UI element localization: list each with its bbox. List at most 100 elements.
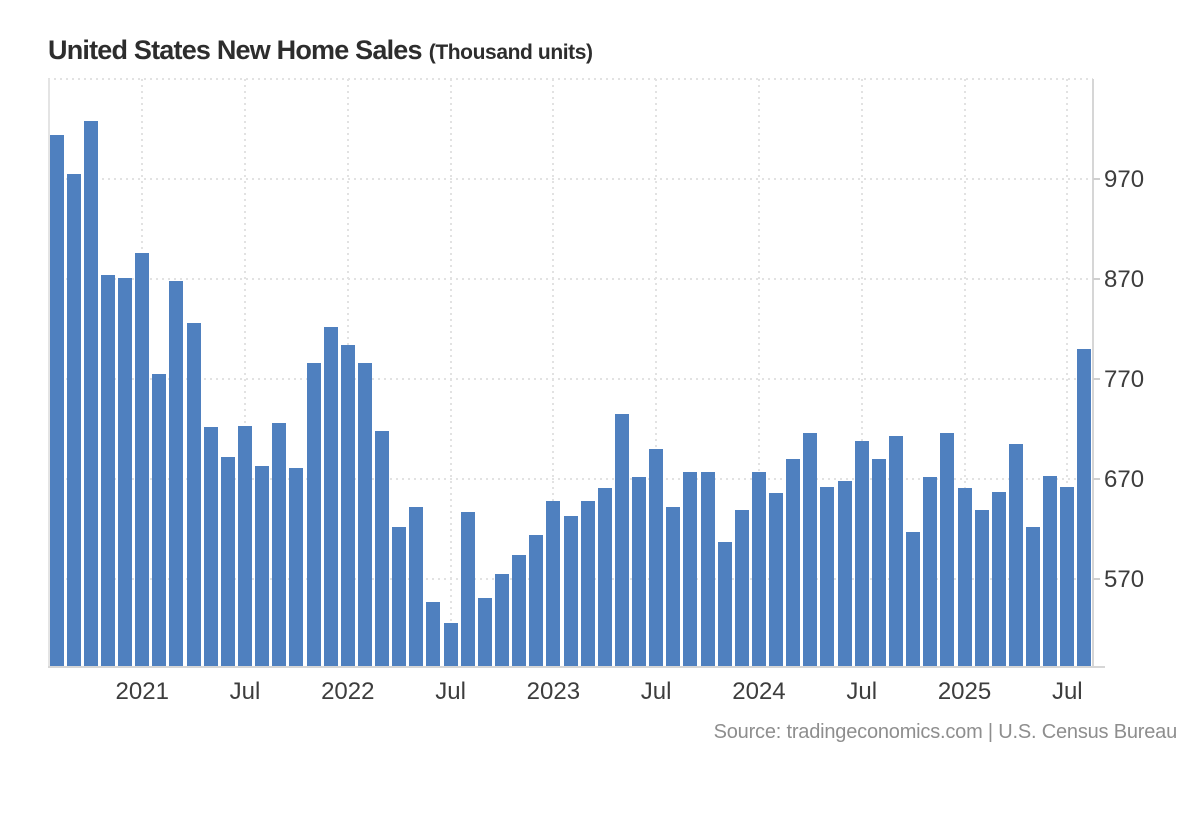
bar-2022-10[interactable] [494,574,509,666]
gridline-v-Jul-3 [449,79,452,666]
chart-title-units: (Thousand units) [428,41,593,64]
bar-2021-05[interactable] [203,427,218,666]
y-axis-label-870: 870 [1104,266,1145,293]
bar-2023-04[interactable] [597,488,612,666]
bar-2025-08[interactable] [1077,349,1092,666]
y-axis-label-970: 970 [1104,166,1145,193]
gridline-v-2024-6 [757,79,760,666]
bar-2024-09[interactable] [888,436,903,666]
x-axis-label-Jul-5: Jul [640,678,672,705]
bar-2023-06[interactable] [632,477,647,666]
bar-2021-06[interactable] [220,457,235,666]
bar-2021-04[interactable] [186,323,201,666]
bar-2022-09[interactable] [477,598,492,666]
bar-2023-10[interactable] [700,472,715,666]
bar-2024-03[interactable] [786,459,801,666]
x-axis-label-2023-4: 2023 [526,678,581,705]
bar-2022-03[interactable] [375,431,390,666]
bar-2024-01[interactable] [751,472,766,666]
bar-2020-10[interactable] [83,121,98,666]
bar-2020-12[interactable] [118,278,133,666]
bar-2024-06[interactable] [837,481,852,666]
x-axis-label-Jul-3: Jul [435,678,466,705]
bar-2025-07[interactable] [1060,487,1075,666]
x-axis-label-Jul-1: Jul [229,678,261,705]
bar-2025-02[interactable] [974,510,989,666]
chart-plot-area: 2021 Jul 2022 Jul 2023 Jul 2024 Jul 2025 Jul 570 67… [48,78,1144,705]
y-axis-tick-670 [1093,478,1100,480]
bar-2021-02[interactable] [152,374,167,666]
chart-title-text: United States New Home Sales [48,35,423,65]
bar-2025-04[interactable] [1008,444,1023,666]
bar-2025-05[interactable] [1026,527,1041,666]
source-attribution: Source: tradingeconomics.com | U.S. Cens… [713,721,1178,743]
gridline-v-Jul-9 [1066,79,1069,666]
bar-2023-05[interactable] [614,414,629,666]
bar-2022-01[interactable] [340,345,355,666]
gridline-v-Jul-5 [655,79,658,666]
gridline-v-2023-4 [552,79,555,666]
x-axis-label-Jul-7: Jul [846,678,878,705]
bar-2021-01[interactable] [135,253,150,666]
bar-2022-06[interactable] [426,602,441,666]
y-axis-label-570: 570 [1104,566,1145,593]
bar-2022-04[interactable] [392,527,407,666]
bar-2020-11[interactable] [100,275,115,666]
y-axis-tick-970 [1093,178,1100,180]
bar-2024-05[interactable] [820,487,835,666]
bar-2024-04[interactable] [803,433,818,666]
bar-2023-01[interactable] [546,501,561,666]
gridline-h-1070 [48,78,1093,80]
bar-2024-12[interactable] [940,433,955,666]
bar-2025-03[interactable] [991,492,1006,666]
bar-2020-08[interactable] [49,135,64,666]
bar-2022-11[interactable] [512,555,527,666]
bar-2023-09[interactable] [683,472,698,666]
bar-2023-12[interactable] [734,510,749,666]
bar-2023-08[interactable] [666,507,681,666]
bar-2025-06[interactable] [1043,476,1058,666]
bar-2023-03[interactable] [580,501,595,666]
x-axis-label-2022-2: 2022 [321,678,375,705]
gridline-h-970 [48,178,1093,180]
y-axis-tick-870 [1093,278,1100,280]
bar-2022-12[interactable] [529,535,544,666]
bar-2021-07[interactable] [238,426,252,666]
bar-2024-08[interactable] [871,459,886,666]
x-axis-label-2021-0: 2021 [115,678,169,705]
bar-2021-11[interactable] [306,363,321,666]
y-axis-label-670: 670 [1104,466,1145,493]
y-axis-line [1092,79,1094,666]
bar-2022-08[interactable] [460,512,475,666]
x-axis-label-Jul-9: Jul [1051,678,1083,705]
bar-2021-03[interactable] [169,281,184,666]
bar-2021-10[interactable] [289,468,304,666]
bar-2022-05[interactable] [409,507,424,666]
bar-2022-02[interactable] [357,363,372,666]
bar-2023-02[interactable] [563,516,578,666]
gridline-h-670 [48,478,1093,480]
bar-2024-02[interactable] [769,493,784,666]
gridline-h-870 [48,278,1093,280]
x-axis-line [48,666,1105,668]
plot-left-border [48,79,50,666]
bar-2025-01[interactable] [957,488,972,666]
x-axis-label-2024-6: 2024 [732,678,786,705]
y-axis-tick-770 [1093,378,1100,380]
bar-2024-07[interactable] [854,441,869,666]
bar-2024-11[interactable] [923,477,938,666]
y-axis-tick-570 [1093,578,1100,580]
chart-title: United States New Home Sales (Thousand un… [48,35,593,66]
bar-2024-10[interactable] [906,532,921,666]
bar-2023-07[interactable] [649,449,664,666]
gridline-v-2025-8 [963,79,966,666]
bar-2021-08[interactable] [255,466,270,666]
x-axis-label-2025-8: 2025 [937,678,992,705]
bar-2022-07[interactable] [443,623,458,666]
bar-2023-11[interactable] [717,542,732,666]
bar-2020-09[interactable] [66,174,81,666]
gridline-v-Jul-1 [244,79,246,666]
bar-2021-12[interactable] [323,327,338,666]
bar-2021-09[interactable] [272,423,287,666]
